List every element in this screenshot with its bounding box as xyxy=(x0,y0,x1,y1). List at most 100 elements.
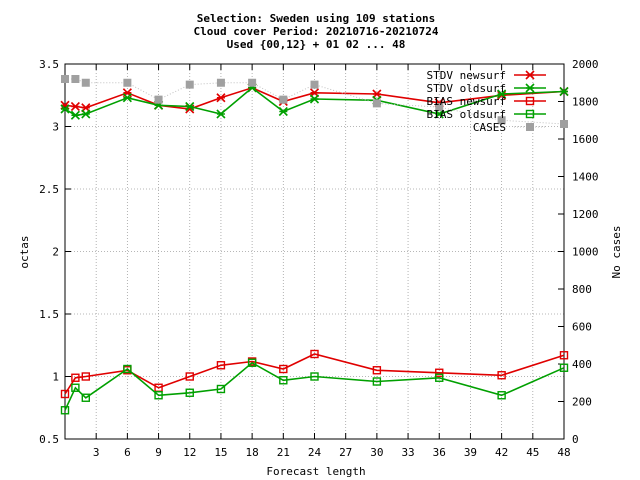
data-point xyxy=(123,78,132,87)
legend-marker-glyph xyxy=(525,70,535,80)
data-point xyxy=(216,109,226,119)
data-point-glyph xyxy=(60,104,70,114)
data-point xyxy=(372,366,382,375)
data-point xyxy=(81,393,90,402)
y-axis-label: octas xyxy=(18,235,31,268)
data-point xyxy=(81,372,90,381)
data-point xyxy=(497,391,506,400)
data-point-glyph xyxy=(122,93,132,103)
y2-tick-label: 1800 xyxy=(572,96,599,109)
x-tick-label: 15 xyxy=(214,446,227,459)
data-point xyxy=(216,78,225,87)
legend-marker xyxy=(525,96,535,106)
series-line xyxy=(64,353,565,395)
legend-marker xyxy=(525,70,535,80)
data-point xyxy=(185,101,195,112)
data-point-glyph xyxy=(216,93,226,103)
x-tick-label: 12 xyxy=(183,446,196,459)
x-tick-label: 36 xyxy=(433,446,446,459)
title-line-3: Used {00,12} + 01 02 ... 48 xyxy=(227,38,406,51)
y2-tick-label: 200 xyxy=(572,396,592,409)
y2-tick-label: 1200 xyxy=(572,208,599,221)
data-point xyxy=(71,383,80,392)
x-tick-label: 33 xyxy=(401,446,414,459)
data-point xyxy=(560,120,568,128)
y2-tick-label: 600 xyxy=(572,321,592,334)
data-point xyxy=(122,93,132,103)
data-point xyxy=(497,89,507,99)
data-point-glyph xyxy=(81,109,91,119)
series-layer xyxy=(60,75,569,415)
legend-label: BIAS oldsurf xyxy=(427,108,506,121)
data-point xyxy=(60,104,70,114)
y-tick-label: 1.5 xyxy=(39,308,59,321)
chart-title: Selection: Sweden using 109 stations Clo… xyxy=(193,12,438,51)
x-tick-label: 18 xyxy=(246,446,259,459)
legend-item: CASES xyxy=(473,121,546,134)
y2-tick-label: 2000 xyxy=(572,58,599,71)
data-point xyxy=(435,103,444,112)
data-point xyxy=(185,80,194,89)
data-point xyxy=(185,388,194,397)
x-tick-label: 3 xyxy=(93,446,100,459)
series-line xyxy=(64,86,565,110)
legend-label: STDV oldsurf xyxy=(427,82,506,95)
data-point xyxy=(435,368,444,377)
x-tick-label: 45 xyxy=(526,446,539,459)
data-point xyxy=(61,75,69,83)
y2-tick-label: 1600 xyxy=(572,133,599,146)
legend-label: STDV newsurf xyxy=(427,69,506,82)
data-point xyxy=(247,358,257,367)
data-point xyxy=(372,377,382,386)
data-point xyxy=(81,78,90,87)
y2-axis-label: No cases xyxy=(610,226,623,279)
y2-tick-label: 400 xyxy=(572,358,592,371)
data-point-glyph xyxy=(559,86,569,97)
x-tick-label: 21 xyxy=(277,446,290,459)
data-point-glyph xyxy=(434,109,444,119)
legend-item: STDV oldsurf xyxy=(427,82,546,95)
data-point xyxy=(435,373,444,382)
legend-marker-glyph xyxy=(525,83,535,93)
legend-item: STDV newsurf xyxy=(427,69,546,82)
y-tick-label: 2.5 xyxy=(39,183,59,196)
x-tick-label: 9 xyxy=(155,446,162,459)
legend-marker xyxy=(526,123,534,131)
y2-tick-label: 1400 xyxy=(572,171,599,184)
x-tick-label: 42 xyxy=(495,446,508,459)
data-point xyxy=(60,389,70,399)
data-point xyxy=(71,75,80,83)
legend-marker xyxy=(525,109,535,119)
x-tick-label: 6 xyxy=(124,446,131,459)
axes xyxy=(64,63,565,440)
data-point xyxy=(434,109,444,119)
data-point xyxy=(248,78,257,87)
legend-item: BIAS oldsurf xyxy=(427,108,546,121)
data-point-glyph xyxy=(216,109,226,119)
legend-label: CASES xyxy=(473,121,506,134)
data-point xyxy=(372,99,381,108)
series-4 xyxy=(60,358,569,415)
y-tick-label: 3 xyxy=(52,121,59,134)
data-point xyxy=(559,351,569,360)
y2-tick-label: 1000 xyxy=(572,246,599,259)
data-point xyxy=(70,110,80,120)
x-tick-label: 24 xyxy=(308,446,322,459)
y2-tick-label: 800 xyxy=(572,283,592,296)
y2-tick-label: 0 xyxy=(572,433,579,446)
legend-item: BIAS newsurf xyxy=(427,95,546,108)
series-5 xyxy=(61,75,568,128)
data-point xyxy=(216,361,226,370)
data-point xyxy=(310,80,319,89)
data-point-glyph xyxy=(185,101,195,112)
legend-marker xyxy=(525,83,535,93)
data-point-glyph xyxy=(70,110,80,120)
data-point xyxy=(70,101,80,112)
data-point xyxy=(310,372,319,381)
data-point xyxy=(154,95,163,104)
data-point-glyph xyxy=(497,89,507,99)
data-point-glyph xyxy=(70,101,80,112)
data-point xyxy=(309,94,320,104)
data-point xyxy=(497,371,506,380)
